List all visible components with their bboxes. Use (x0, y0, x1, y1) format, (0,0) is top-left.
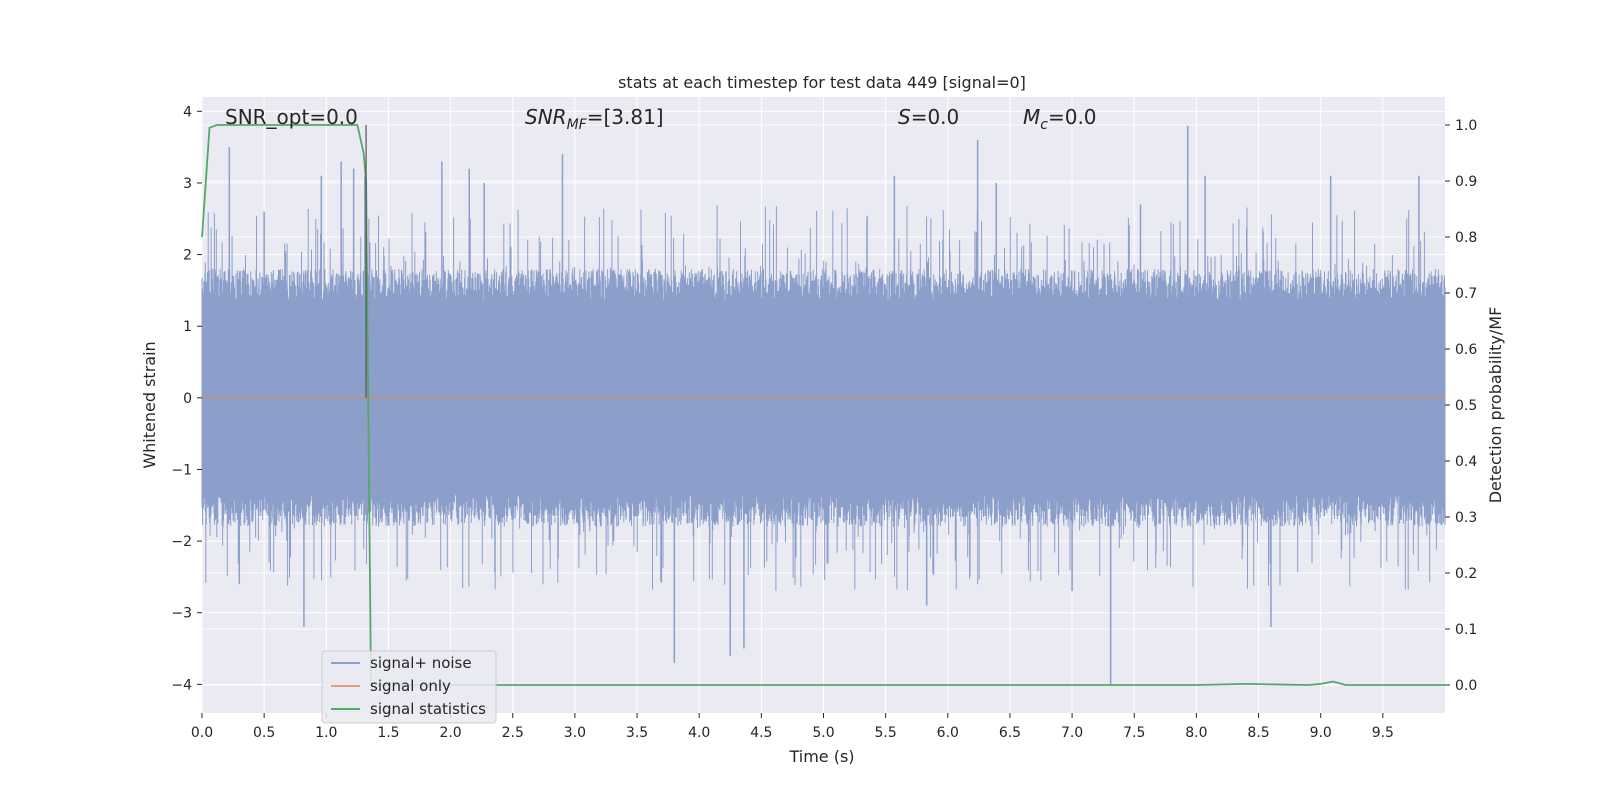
x-tick-label: 8.5 (1247, 725, 1269, 741)
annotation-mc-main: M (1023, 105, 1040, 129)
x-tick-label: 8.0 (1185, 725, 1207, 741)
y-tick-label: −2 (171, 534, 192, 550)
x-tick-label: 7.5 (1123, 725, 1145, 741)
annotation-snr-mf-sub: MF (567, 117, 588, 133)
x-tick-label: 3.5 (626, 725, 648, 741)
y-tick-label: 0 (183, 391, 192, 407)
x-tick-label: 0.5 (253, 725, 275, 741)
y-tick-label: 1 (183, 319, 192, 335)
annotation-snr-mf-value: =[3.81] (587, 105, 664, 129)
x-tick-label: 7.0 (1061, 725, 1083, 741)
legend-label-signal-noise: signal+ noise (370, 654, 472, 672)
annotation-snr-mf-main: SNR (525, 105, 567, 129)
x-tick-label: 0.0 (191, 725, 213, 741)
x-axis-label: Time (s) (788, 747, 854, 766)
annotation-mc-sub: c (1040, 117, 1048, 133)
y2-tick-label: 0.4 (1455, 454, 1477, 470)
legend-label-signal-statistics: signal statistics (370, 700, 486, 718)
y-tick-label: 3 (183, 176, 192, 192)
y2-tick-label: 0.0 (1455, 678, 1477, 694)
x-tick-label: 9.0 (1310, 725, 1332, 741)
y-axis-label: Whitened strain (140, 341, 159, 468)
legend: signal+ noise signal only signal statist… (321, 650, 497, 724)
x-tick-label: 9.5 (1372, 725, 1394, 741)
y-tick-label: −4 (171, 677, 192, 693)
y2-tick-label: 0.8 (1455, 230, 1477, 246)
x-tick-label: 1.5 (377, 725, 399, 741)
y2-tick-label: 0.3 (1455, 510, 1477, 526)
y-tick-label: 4 (183, 104, 192, 120)
x-tick-label: 4.5 (750, 725, 772, 741)
y-tick-label: 2 (183, 248, 192, 264)
y2-tick-label: 0.9 (1455, 174, 1477, 190)
legend-box (321, 650, 497, 724)
signal-noise-series (201, 125, 1446, 685)
x-tick-label: 2.5 (502, 725, 524, 741)
y2-tick-label: 0.6 (1455, 342, 1477, 358)
x-tick-label: 3.0 (564, 725, 586, 741)
annotation-s-value: =0.0 (911, 105, 960, 129)
y2-tick-label: 0.5 (1455, 398, 1477, 414)
annotation-snr-mf: SNRMF=[3.81] (525, 105, 664, 133)
x-tick-label: 6.0 (937, 725, 959, 741)
y2-tick-label: 0.1 (1455, 622, 1477, 638)
x-axis-ticks: 0.0 0.5 1.0 1.5 2.0 2.5 3.0 3.5 4.0 4.5 5.0 5.5 6.0 6… (191, 713, 1394, 741)
annotation-mc-value: =0.0 (1048, 105, 1097, 129)
y-tick-label: −3 (171, 606, 192, 622)
legend-label-signal-only: signal only (370, 677, 451, 695)
annotation-s-main: S (898, 105, 911, 129)
y2-axis-label: Detection probability/MF (1486, 307, 1505, 504)
chart-title: stats at each timestep for test data 449… (618, 73, 1026, 92)
y2-tick-label: 1.0 (1455, 118, 1477, 134)
y2-tick-label: 0.2 (1455, 566, 1477, 582)
x-tick-label: 6.5 (999, 725, 1021, 741)
x-tick-label: 1.0 (315, 725, 337, 741)
annotation-mc: Mc=0.0 (1023, 105, 1097, 133)
x-tick-label: 4.0 (688, 725, 710, 741)
y2-tick-label: 0.7 (1455, 286, 1477, 302)
y-tick-label: −1 (171, 462, 192, 478)
y-axis-ticks: 4 3 2 1 0 −1 −2 −3 −4 (171, 104, 202, 693)
y2-axis-ticks: 1.0 0.9 0.8 0.7 0.6 0.5 0.4 0.3 0.2 0.1 0.0 (1445, 118, 1477, 694)
annotation-s: S=0.0 (898, 105, 959, 129)
annotation-snr-opt: SNR_opt=0.0 (225, 105, 358, 129)
x-tick-label: 5.5 (875, 725, 897, 741)
x-tick-label: 5.0 (812, 725, 834, 741)
x-tick-label: 2.0 (439, 725, 461, 741)
